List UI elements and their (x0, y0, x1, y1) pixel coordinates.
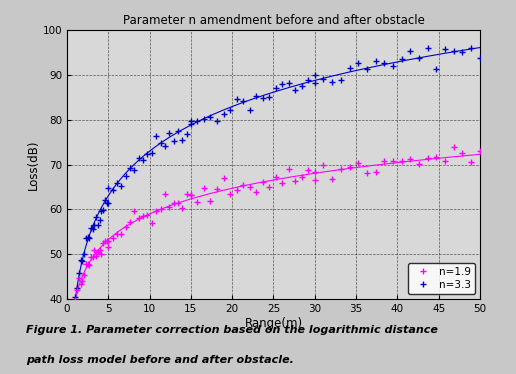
n=3.3 (240, 98, 246, 103)
n=1.9 (398, 159, 405, 163)
n=3.3 (233, 97, 239, 101)
n=3.3 (72, 294, 78, 299)
Title: Parameter n amendment before and after obstacle: Parameter n amendment before and after o… (122, 14, 425, 27)
n=1.9 (170, 200, 176, 205)
n=1.9 (240, 183, 246, 188)
n=1.9 (233, 188, 239, 193)
n=1.9 (279, 181, 285, 186)
X-axis label: Range(m): Range(m) (245, 317, 302, 330)
n=3.3 (260, 95, 266, 100)
n=3.3 (425, 46, 431, 50)
n=3.3 (170, 139, 176, 144)
Text: path loss model before and after obstacle.: path loss model before and after obstacl… (26, 355, 294, 365)
Line: n=3.3: n=3.3 (73, 45, 482, 299)
n=3.3 (398, 57, 405, 61)
n=1.9 (72, 298, 78, 303)
n=3.3 (477, 56, 483, 61)
Legend: n=1.9, n=3.3: n=1.9, n=3.3 (408, 263, 475, 294)
n=1.9 (260, 180, 266, 184)
Text: Figure 1. Parameter correction based on the logarithmic distance: Figure 1. Parameter correction based on … (26, 325, 438, 335)
Line: n=1.9: n=1.9 (73, 144, 482, 303)
n=1.9 (477, 148, 483, 153)
n=3.3 (279, 82, 285, 86)
Y-axis label: Loss(dB): Loss(dB) (27, 139, 40, 190)
n=1.9 (450, 144, 457, 149)
